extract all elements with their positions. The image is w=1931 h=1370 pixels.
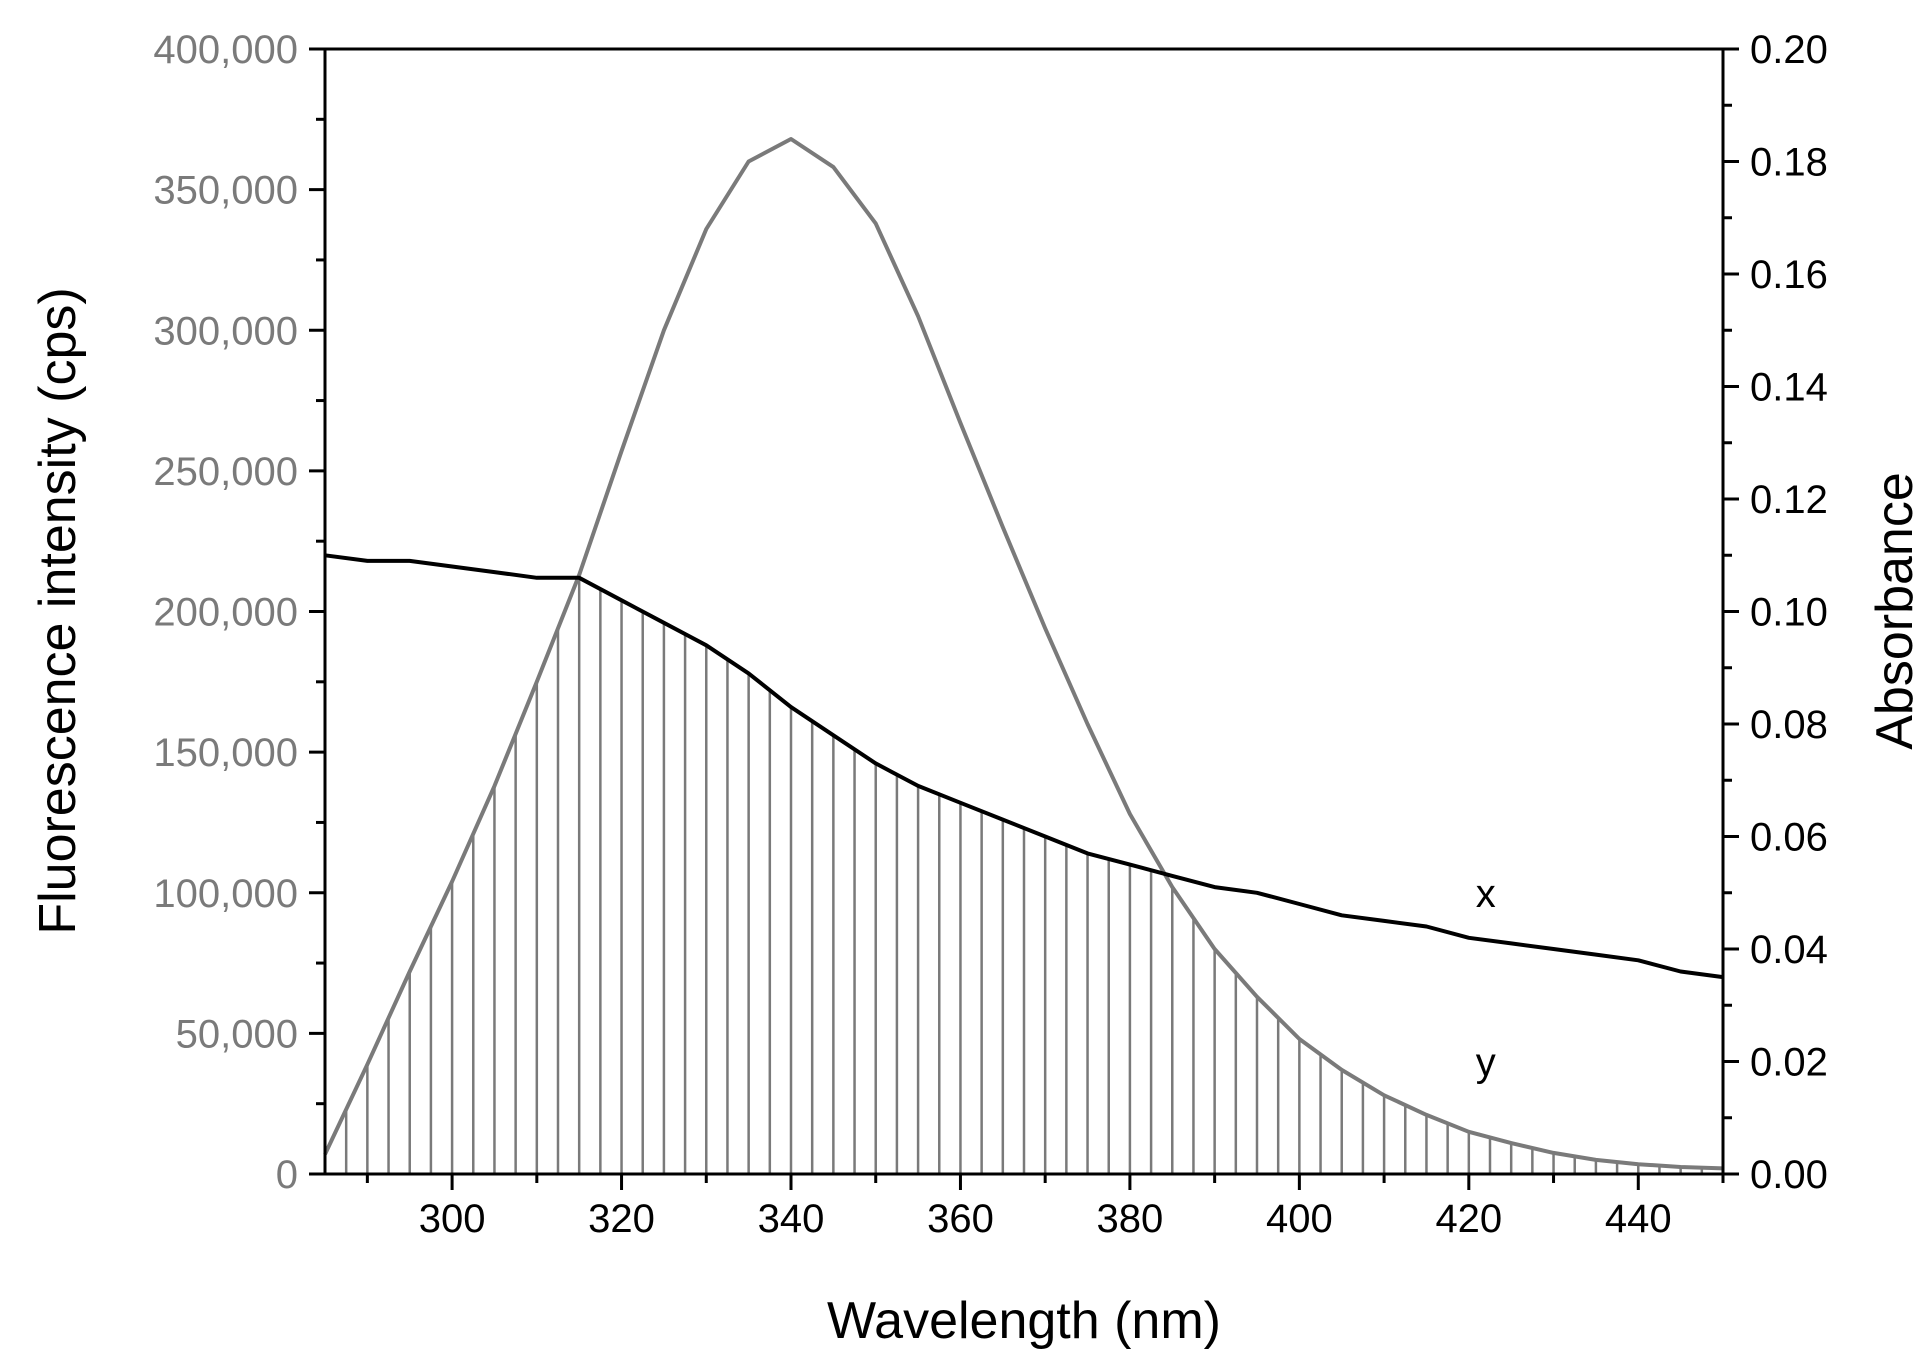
y-left-tick-label: 300,000 bbox=[153, 309, 298, 353]
y-left-tick-label: 250,000 bbox=[153, 450, 298, 494]
series-line-x bbox=[324, 553, 1724, 980]
series-label-y: y bbox=[1476, 1041, 1496, 1085]
y-right-tick-label: 0.00 bbox=[1750, 1153, 1828, 1197]
y-right-tick-label: 0.08 bbox=[1750, 703, 1828, 747]
x-tick-label: 360 bbox=[927, 1197, 994, 1241]
y-left-tick-label: 50,000 bbox=[176, 1012, 298, 1056]
y-left-tick-label: 200,000 bbox=[153, 591, 298, 635]
y-right-tick-label: 0.20 bbox=[1750, 28, 1828, 72]
y-left-tick-label: 0 bbox=[276, 1153, 298, 1197]
y-right-tick-label: 0.04 bbox=[1750, 928, 1828, 972]
y-right-tick-label: 0.06 bbox=[1750, 816, 1828, 860]
y-left-tick-label: 100,000 bbox=[153, 872, 298, 916]
x-tick-label: 380 bbox=[1097, 1197, 1164, 1241]
y-left-tick-label: 350,000 bbox=[153, 169, 298, 213]
ticks: 300 320 340 360 380 400 420 440 0 50,000 100,000 15… bbox=[153, 28, 1827, 1241]
series-line-y bbox=[323, 137, 1724, 1171]
y-right-tick-label: 0.10 bbox=[1750, 591, 1828, 635]
x-tick-label: 320 bbox=[588, 1197, 655, 1241]
y-left-tick-label: 150,000 bbox=[153, 731, 298, 775]
x-axis-title: Wavelength (nm) bbox=[827, 1292, 1221, 1350]
y-left-tick-label: 400,000 bbox=[153, 28, 298, 72]
y-right-tick-label: 0.02 bbox=[1750, 1041, 1828, 1085]
series-label-x: x bbox=[1476, 872, 1496, 916]
y-right-tick-label: 0.18 bbox=[1750, 141, 1828, 185]
y-right-tick-label: 0.12 bbox=[1750, 478, 1828, 522]
y-axis-title-left: Fluorescence intensity (cps) bbox=[29, 287, 87, 934]
overlap-hatch bbox=[323, 577, 1725, 1174]
x-tick-label: 340 bbox=[758, 1197, 825, 1241]
x-tick-label: 400 bbox=[1266, 1197, 1333, 1241]
x-tick-label: 440 bbox=[1605, 1197, 1672, 1241]
y-axis-title-right: Absorbance bbox=[1866, 472, 1924, 750]
series-layer bbox=[323, 137, 1724, 1171]
y-right-tick-label: 0.16 bbox=[1750, 253, 1828, 297]
x-tick-label: 300 bbox=[419, 1197, 486, 1241]
y-right-tick-label: 0.14 bbox=[1750, 366, 1828, 410]
series-labels: x y bbox=[1476, 872, 1496, 1085]
x-tick-label: 420 bbox=[1435, 1197, 1502, 1241]
